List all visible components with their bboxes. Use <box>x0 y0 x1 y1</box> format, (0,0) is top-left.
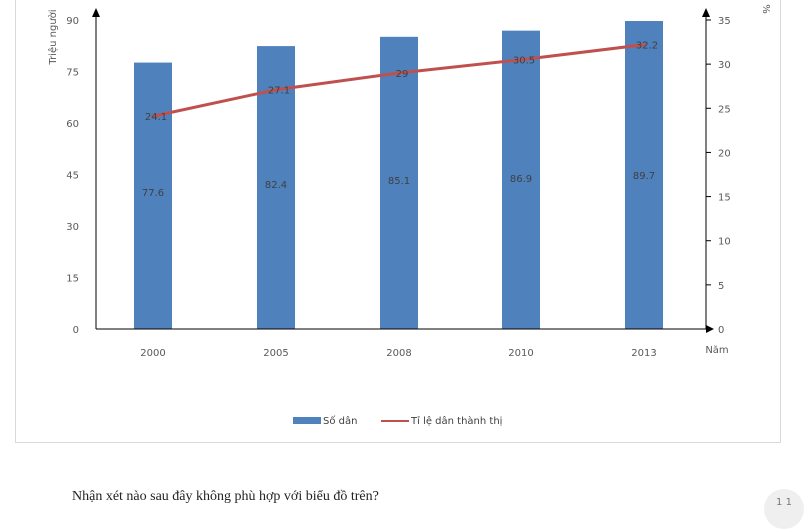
y-left-axis-title: Triệu người <box>47 9 59 65</box>
y-left-tick-label: 45 <box>66 171 79 182</box>
line-point-2013 <box>642 43 646 47</box>
y-right-tick-label: 30 <box>718 60 731 71</box>
y-left-tick-label: 60 <box>66 119 79 130</box>
combo-chart: 0 15 30 45 60 75 90 0 5 10 15 20 25 30 35 2000 2005 2008 2… <box>47 4 771 427</box>
y-right-tick-label: 35 <box>718 16 731 27</box>
y-right-tick-label: 25 <box>718 104 731 115</box>
y-right-tick-label: 20 <box>718 148 731 159</box>
y-right-axis-title: % <box>760 4 771 14</box>
line-data-label: 27.1 <box>268 86 290 97</box>
bar-data-label: 77.6 <box>142 188 164 199</box>
y-left-tick-label: 75 <box>66 68 79 79</box>
legend-label-line: Tỉ lệ dân thành thị <box>410 415 502 427</box>
y-right-tick-label: 0 <box>718 325 724 336</box>
x-tick-label: 2005 <box>263 348 288 359</box>
question-text: Nhận xét nào sau đây không phù hợp với b… <box>72 489 379 504</box>
page-badge[interactable]: 1 1 <box>764 489 804 529</box>
y-right-tick-label: 10 <box>718 237 731 248</box>
line-data-label: 32.2 <box>636 41 658 52</box>
line-data-label: 29 <box>396 69 409 80</box>
line-data-label: 30.5 <box>513 56 535 67</box>
y-right-tick-label: 5 <box>718 281 724 292</box>
line-point-2010 <box>519 58 523 62</box>
bar-data-label: 82.4 <box>265 180 287 191</box>
line-data-label: 24.1 <box>145 112 167 123</box>
legend-label-bar: Số dân <box>323 415 357 427</box>
bar-2000 <box>134 62 172 329</box>
x-tick-label: 2010 <box>508 348 533 359</box>
bar-data-label: 85.1 <box>388 176 410 187</box>
bar-2010 <box>502 30 540 329</box>
bar-2013 <box>625 21 663 330</box>
y-left-tick-label: 0 <box>73 325 79 336</box>
x-axis-title: Năm <box>705 345 728 356</box>
y-left-tick-label: 90 <box>66 16 79 27</box>
y-left-tick-label: 15 <box>66 274 79 285</box>
y-right-axis-arrow <box>702 8 710 17</box>
y-right-tick-label: 15 <box>718 193 731 204</box>
chart-frame: 0 15 30 45 60 75 90 0 5 10 15 20 25 30 35 2000 2005 2008 2… <box>15 0 781 443</box>
x-tick-label: 2000 <box>140 348 165 359</box>
bar-2008 <box>380 36 418 329</box>
x-tick-label: 2013 <box>631 348 656 359</box>
line-point-2000 <box>151 114 155 118</box>
y-left-tick-label: 30 <box>66 222 79 233</box>
line-point-2008 <box>397 71 401 75</box>
bar-data-label: 86.9 <box>510 174 532 185</box>
x-tick-label: 2008 <box>386 348 411 359</box>
legend-swatch-bar <box>293 417 321 424</box>
y-left-axis-arrow <box>92 8 100 17</box>
bar-data-label: 89.7 <box>633 171 655 182</box>
line-point-2005 <box>274 88 278 92</box>
